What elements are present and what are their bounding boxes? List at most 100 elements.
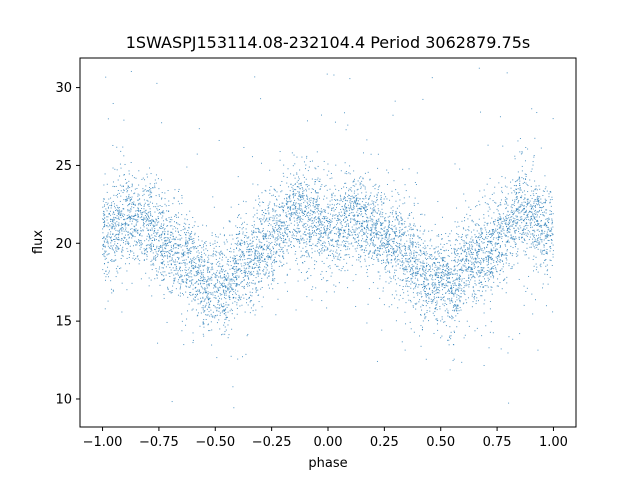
data-point xyxy=(113,212,115,214)
data-point xyxy=(119,200,121,202)
data-point xyxy=(448,240,450,242)
data-point xyxy=(156,203,158,205)
data-point xyxy=(261,201,263,203)
data-point xyxy=(372,214,374,216)
data-point xyxy=(262,219,264,221)
data-point xyxy=(548,234,550,236)
data-point xyxy=(415,284,417,286)
data-point xyxy=(238,230,240,232)
data-point xyxy=(484,252,486,254)
data-point xyxy=(338,244,340,246)
data-point xyxy=(223,276,225,278)
data-point xyxy=(189,250,191,252)
data-point xyxy=(343,235,345,237)
data-point xyxy=(188,237,190,239)
data-point xyxy=(169,266,171,268)
data-point xyxy=(398,205,400,207)
data-point xyxy=(152,246,154,248)
data-point xyxy=(300,203,302,205)
data-point xyxy=(203,291,205,293)
data-point xyxy=(307,220,309,222)
data-point xyxy=(469,215,471,217)
data-point xyxy=(387,245,389,247)
data-point xyxy=(236,247,238,249)
data-point xyxy=(293,245,295,247)
data-point xyxy=(399,235,401,237)
data-point xyxy=(158,195,160,197)
data-point xyxy=(197,225,199,227)
data-point xyxy=(297,280,299,282)
data-point xyxy=(320,240,322,242)
data-point xyxy=(397,236,399,238)
data-point xyxy=(260,220,262,222)
data-point xyxy=(477,237,479,239)
data-point xyxy=(530,227,532,229)
data-point xyxy=(480,272,482,274)
data-point xyxy=(473,267,475,269)
data-point xyxy=(542,287,544,289)
data-point xyxy=(364,260,366,262)
data-point xyxy=(225,294,227,296)
data-point xyxy=(356,197,358,199)
data-point xyxy=(455,289,457,291)
data-point xyxy=(104,250,106,252)
data-point xyxy=(433,296,435,298)
data-point xyxy=(441,277,443,279)
data-point xyxy=(530,170,532,172)
data-point xyxy=(156,270,158,272)
data-point xyxy=(174,238,176,240)
data-point xyxy=(382,241,384,243)
data-point xyxy=(490,248,492,250)
data-point xyxy=(196,251,198,253)
data-point xyxy=(223,297,225,299)
data-point xyxy=(362,238,364,240)
data-point xyxy=(267,284,269,286)
data-point xyxy=(108,270,110,272)
data-point xyxy=(279,255,281,257)
data-point xyxy=(150,220,152,222)
data-point xyxy=(222,333,224,335)
data-point xyxy=(375,220,377,222)
data-point xyxy=(399,267,401,269)
data-point xyxy=(397,258,399,260)
data-point xyxy=(246,223,248,225)
data-point xyxy=(454,261,456,263)
data-point xyxy=(317,233,319,235)
data-point xyxy=(119,228,121,230)
data-point xyxy=(176,268,178,270)
data-point xyxy=(459,274,461,276)
data-point xyxy=(297,191,299,193)
data-point xyxy=(308,184,310,186)
data-point xyxy=(227,284,229,286)
data-point xyxy=(453,294,455,296)
data-point xyxy=(373,232,375,234)
data-point xyxy=(445,273,447,275)
data-point xyxy=(196,293,198,295)
data-point xyxy=(153,232,155,234)
data-point xyxy=(116,204,118,206)
data-point xyxy=(536,197,538,199)
data-point xyxy=(402,261,404,263)
data-point xyxy=(163,229,165,231)
data-point xyxy=(454,269,456,271)
data-point xyxy=(409,228,411,230)
data-point xyxy=(488,257,490,259)
data-point xyxy=(237,176,239,178)
data-point xyxy=(278,231,280,233)
data-point xyxy=(501,223,503,225)
data-point xyxy=(509,229,511,231)
data-point xyxy=(466,268,468,270)
data-point xyxy=(219,254,221,256)
data-point xyxy=(365,229,367,231)
data-point xyxy=(166,242,168,244)
data-point xyxy=(125,196,127,198)
data-point xyxy=(273,260,275,262)
data-point xyxy=(346,262,348,264)
data-point xyxy=(259,254,261,256)
data-point xyxy=(372,255,374,257)
data-point xyxy=(431,254,433,256)
data-point xyxy=(220,298,222,300)
data-point xyxy=(145,209,147,211)
data-point xyxy=(138,203,140,205)
data-point xyxy=(423,289,425,291)
